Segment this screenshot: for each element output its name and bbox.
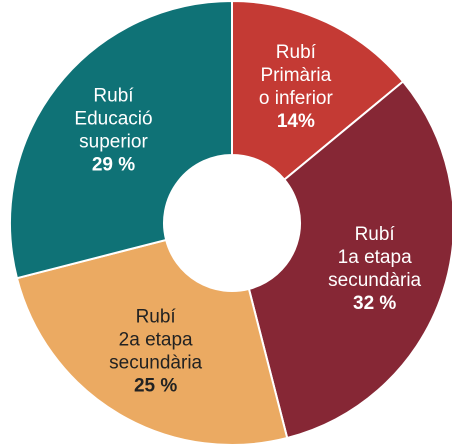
slice xyxy=(15,238,289,446)
slice-label: 1a etapa xyxy=(338,247,412,268)
slice-label: Rubí xyxy=(136,307,177,328)
slice-label: secundària xyxy=(328,270,421,291)
slice xyxy=(9,0,233,280)
slice xyxy=(247,80,452,440)
slice-label: 2a etapa xyxy=(119,330,193,351)
slice-label: Primària xyxy=(260,65,331,86)
slice-label: Rubí xyxy=(355,224,396,245)
slice xyxy=(231,0,405,182)
slice-label: Rubí xyxy=(93,86,134,107)
slice-label: o inferior xyxy=(259,88,334,109)
slice-label: secundària xyxy=(109,353,202,374)
value-label: 29 % xyxy=(92,155,135,176)
slice-label: Rubí xyxy=(276,42,317,63)
value-label: 25 % xyxy=(134,376,177,397)
slice-label: superior xyxy=(79,132,148,153)
slice-label: Educació xyxy=(74,109,152,130)
value-label: 14% xyxy=(277,111,315,132)
value-label: 32 % xyxy=(353,293,396,314)
